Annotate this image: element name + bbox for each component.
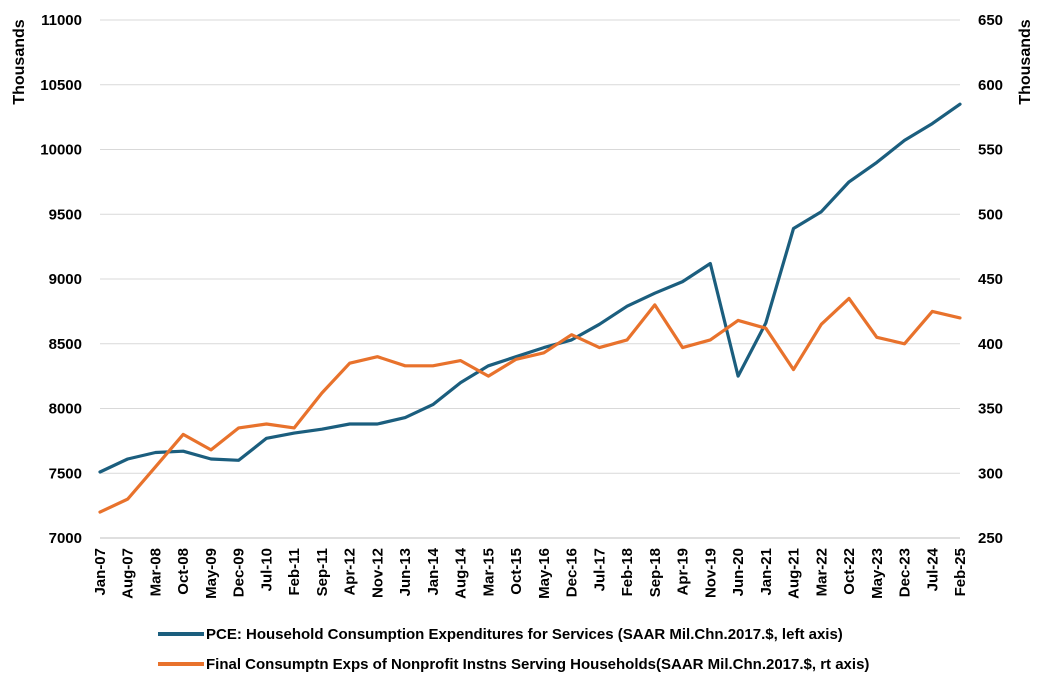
x-tick-label: Dec-23 bbox=[897, 548, 914, 597]
x-tick-label: Dec-09 bbox=[231, 548, 248, 597]
x-tick-label: Apr-12 bbox=[342, 548, 359, 596]
x-tick-label: Feb-11 bbox=[286, 548, 303, 596]
right-tick-label: 450 bbox=[978, 271, 1003, 288]
right-tick-label: 350 bbox=[978, 401, 1003, 418]
right-axis-ticks: 250 300 350 400 450 500 550 600 650 bbox=[978, 12, 1003, 547]
x-tick-label: Apr-19 bbox=[675, 548, 692, 596]
left-tick-label: 7000 bbox=[49, 530, 82, 547]
x-tick-label: Feb-18 bbox=[619, 548, 636, 596]
x-tick-label: Jan-07 bbox=[92, 548, 109, 596]
legend-item-nonprofit: Final Consumptn Exps of Nonprofit Instns… bbox=[158, 656, 869, 673]
x-tick-label: Jun-13 bbox=[397, 548, 414, 596]
x-tick-label: Mar-15 bbox=[480, 548, 497, 596]
series-lines bbox=[98, 102, 962, 514]
left-tick-label: 7500 bbox=[49, 465, 82, 482]
x-tick-label: Jul-24 bbox=[924, 547, 941, 591]
legend-item-services: PCE: Household Consumption Expenditures … bbox=[158, 626, 843, 643]
left-axis-ticks: 7000 7500 8000 8500 9000 9500 10000 10500 11000 bbox=[40, 12, 82, 547]
x-tick-label: Feb-25 bbox=[952, 548, 969, 596]
x-tick-label: Jan-21 bbox=[758, 548, 775, 596]
x-tick-label: Sep-11 bbox=[314, 548, 331, 596]
right-tick-label: 550 bbox=[978, 142, 1003, 159]
left-tick-label: 8500 bbox=[49, 336, 82, 353]
x-tick-label: Oct-22 bbox=[841, 548, 858, 595]
left-tick-label: 11000 bbox=[41, 12, 82, 29]
x-tick-label: Oct-08 bbox=[175, 548, 192, 595]
left-tick-label: 9000 bbox=[49, 271, 82, 288]
left-tick-label: 8000 bbox=[49, 401, 82, 418]
right-tick-label: 500 bbox=[978, 206, 1003, 223]
legend-label-services: PCE: Household Consumption Expenditures … bbox=[206, 626, 843, 643]
series-line-services bbox=[98, 102, 962, 474]
right-tick-label: 300 bbox=[978, 465, 1003, 482]
gridlines bbox=[100, 19, 960, 474]
legend-label-nonprofit: Final Consumptn Exps of Nonprofit Instns… bbox=[206, 656, 869, 673]
x-axis-ticks: Jan-07 Aug-07 Mar-08 Oct-08 May-09 Dec-09 Jul-… bbox=[92, 547, 969, 599]
x-tick-label: Sep-18 bbox=[647, 548, 664, 597]
x-tick-label: Jul-17 bbox=[591, 548, 608, 591]
x-tick-label: May-09 bbox=[203, 548, 220, 599]
x-tick-label: May-16 bbox=[536, 548, 553, 599]
x-tick-label: Aug-21 bbox=[786, 548, 803, 599]
x-tick-label: May-23 bbox=[869, 548, 886, 599]
right-tick-label: 600 bbox=[978, 77, 1003, 94]
x-tick-label: Jun-20 bbox=[730, 548, 747, 596]
series-line-nonprofit bbox=[98, 296, 962, 514]
x-tick-label: Aug-07 bbox=[120, 548, 137, 599]
x-tick-label: Oct-15 bbox=[508, 548, 525, 595]
right-axis-title: Thousands bbox=[1017, 19, 1034, 104]
x-tick-label: Nov-12 bbox=[369, 548, 386, 598]
right-tick-label: 400 bbox=[978, 336, 1003, 353]
left-tick-label: 10500 bbox=[40, 77, 82, 94]
x-tick-label: Mar-22 bbox=[813, 548, 830, 596]
x-tick-label: Jan-14 bbox=[425, 547, 442, 595]
x-tick-label: Dec-16 bbox=[564, 548, 581, 597]
left-tick-label: 10000 bbox=[40, 142, 82, 159]
legend: PCE: Household Consumption Expenditures … bbox=[158, 626, 869, 673]
x-tick-label: Jul-10 bbox=[258, 548, 275, 591]
x-tick-label: Mar-08 bbox=[147, 548, 164, 596]
left-axis-title: Thousands bbox=[11, 19, 28, 104]
left-tick-label: 9500 bbox=[49, 206, 82, 223]
right-tick-label: 650 bbox=[978, 12, 1003, 29]
x-tick-label: Nov-19 bbox=[702, 548, 719, 598]
x-tick-label: Aug-14 bbox=[453, 547, 470, 598]
right-tick-label: 250 bbox=[978, 530, 1003, 547]
